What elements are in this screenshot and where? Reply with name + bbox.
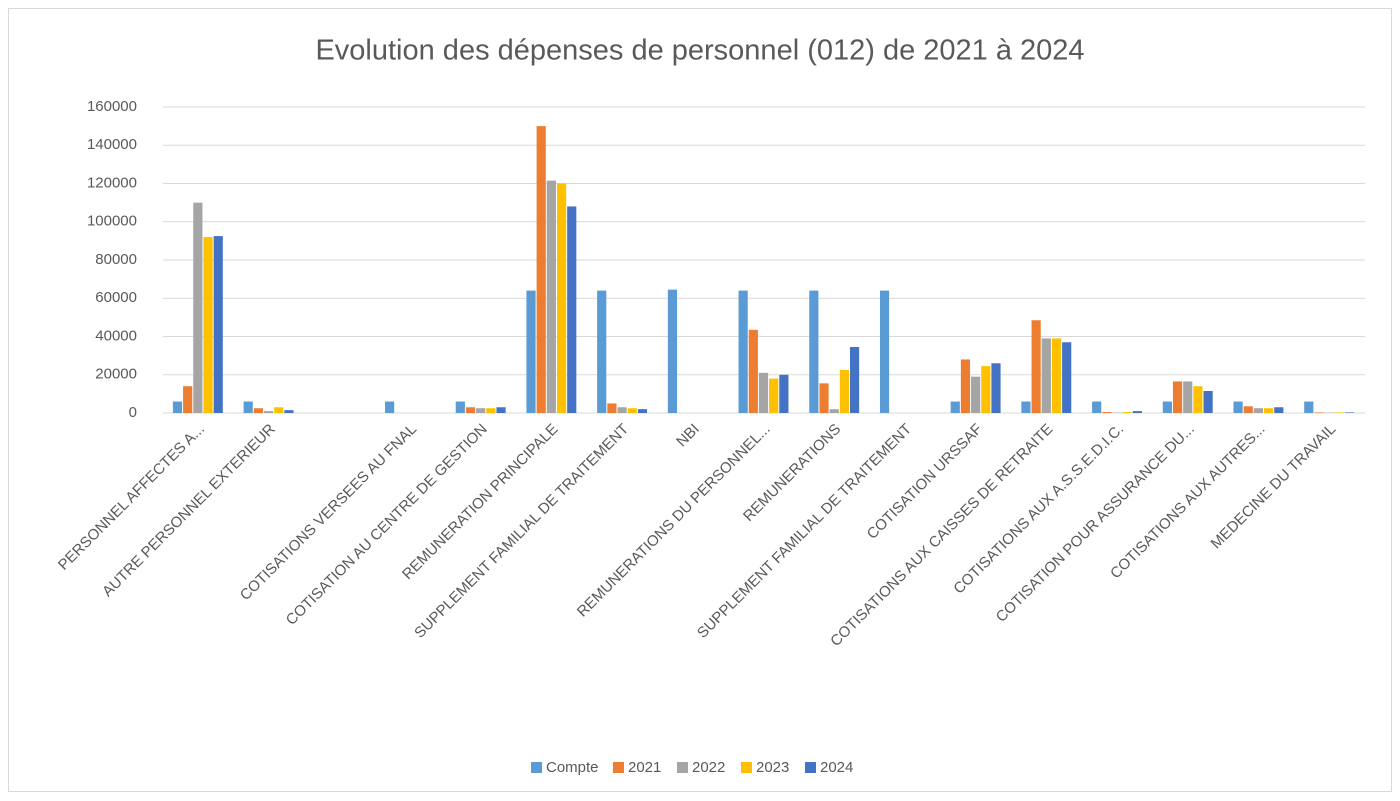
bar [243,401,253,413]
bar [960,359,971,413]
bar [748,329,758,413]
bar [1172,381,1183,413]
bar [1132,411,1142,413]
bar [1193,386,1203,413]
bar [1314,412,1324,413]
bar [1233,401,1243,413]
bar [1092,401,1102,413]
y-tick-label: 60000 [95,289,137,306]
y-tick-label: 20000 [95,366,137,383]
legend-swatch [613,762,624,773]
bar [1253,408,1264,413]
bar [738,290,748,413]
legend-label: 2021 [628,759,661,776]
bar [1183,381,1193,413]
bar [546,180,556,413]
bar [981,366,991,413]
y-tick-label: 40000 [95,327,137,344]
bar [1021,401,1031,413]
bar [667,289,678,413]
legend-label: 2023 [756,759,789,776]
bar [1304,401,1314,413]
legend-swatch [805,762,816,773]
bar [829,409,839,413]
bar [1062,342,1072,413]
bar [1102,412,1112,413]
bar [455,401,465,413]
legend-swatch [677,762,688,773]
bar [465,407,476,413]
bar [274,407,284,413]
bar [769,378,779,413]
bar [183,386,193,413]
bar [637,409,648,413]
bar [284,410,294,413]
bar [556,183,567,413]
bar [839,369,849,413]
bar [597,290,607,413]
bar [1122,412,1132,413]
bar [849,347,860,413]
y-tick-label: 0 [129,404,137,421]
bar [172,401,183,413]
bar [213,236,223,413]
bar [1274,407,1284,413]
bar [1051,338,1062,413]
bar [1031,320,1041,413]
chart-border [8,8,1392,792]
chart-title: Evolution des dépenses de personnel (012… [315,35,1084,67]
bar [476,408,486,413]
bar [1243,406,1253,413]
bar [971,376,981,413]
bar [879,290,890,413]
legend-swatch [531,762,542,773]
legend-label: Compte [546,759,599,776]
legend-label: 2022 [692,759,725,776]
bar [203,237,213,413]
bar [991,363,1001,413]
y-tick-label: 120000 [87,174,137,191]
y-tick-label: 140000 [87,136,137,153]
bar [1344,412,1355,413]
bar [1041,338,1051,413]
y-tick-label: 100000 [87,213,137,230]
bar [617,407,627,413]
bar [1264,408,1274,413]
bar [263,411,274,413]
bar [1162,401,1172,413]
bar [536,126,546,413]
bar [627,408,637,413]
bar [193,202,203,413]
y-tick-label: 80000 [95,251,137,268]
bar [1203,391,1213,413]
bar [253,408,263,413]
bar [819,383,829,413]
bar [758,372,769,413]
bar [567,206,577,413]
bar [809,290,819,413]
y-tick-label: 160000 [87,98,137,115]
bar [526,290,536,413]
bar [496,407,506,413]
bar [1334,412,1344,413]
bar [779,374,789,413]
legend-label: 2024 [820,759,853,776]
bar [385,401,395,413]
bar [950,401,960,413]
bar [607,403,617,413]
legend-swatch [741,762,752,773]
bar [486,408,496,413]
